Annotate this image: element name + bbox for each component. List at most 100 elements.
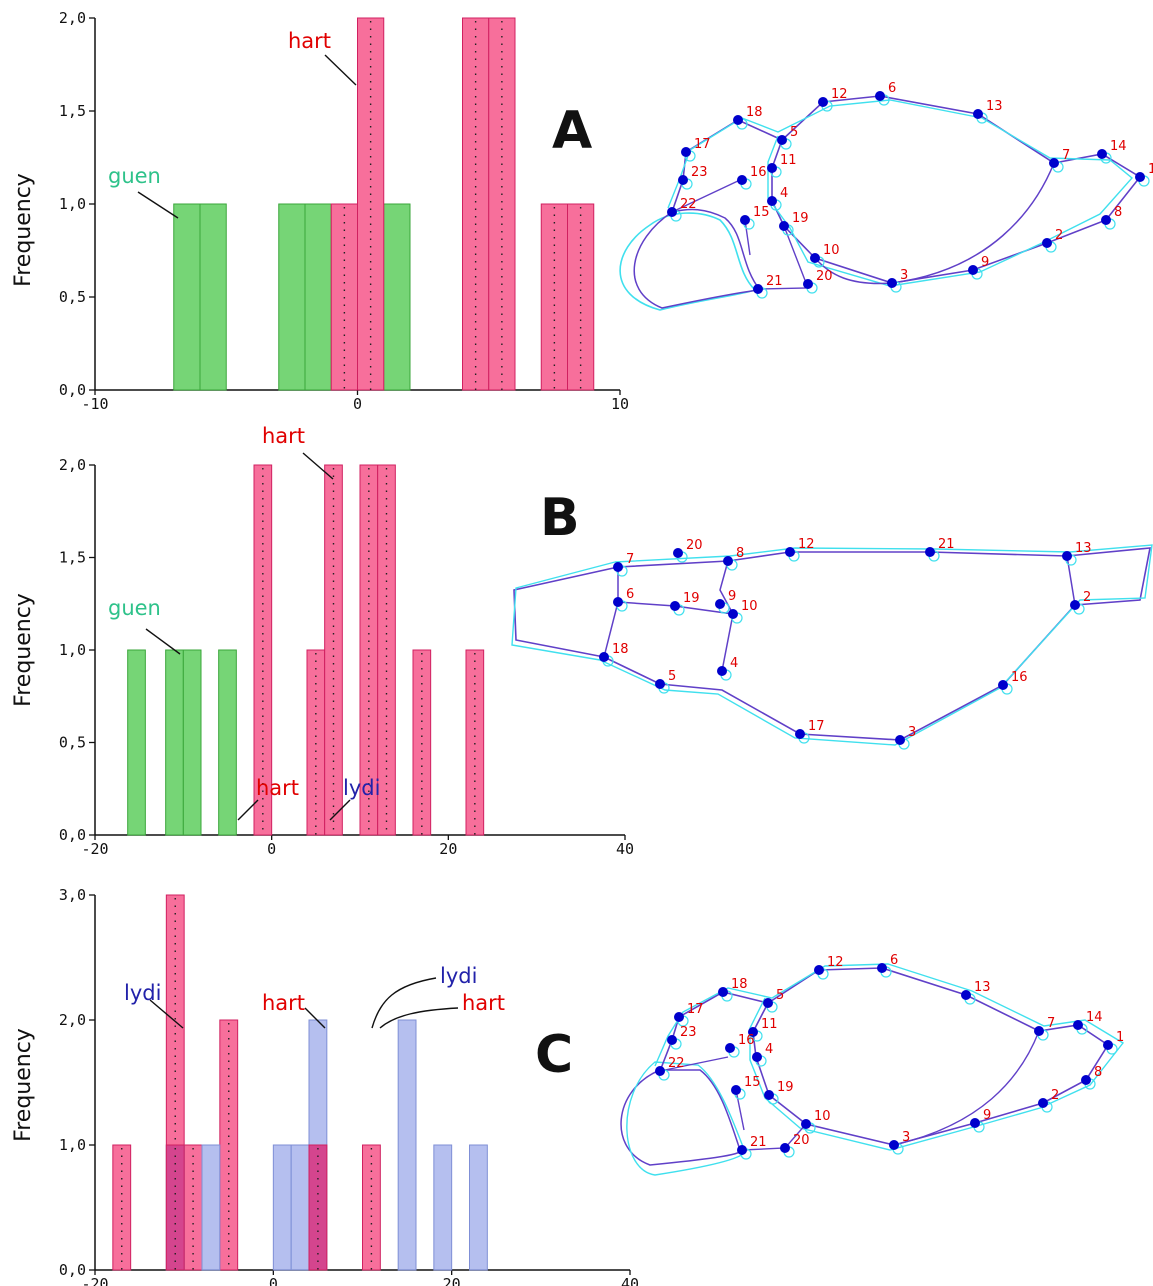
landmark-label: 3: [908, 725, 916, 740]
y-tick-label: 3,0: [59, 886, 86, 904]
landmark-marker: [764, 1090, 774, 1100]
landmark-marker: [895, 735, 905, 745]
landmark-marker: [599, 652, 609, 662]
landmark-label: 16: [738, 1033, 755, 1048]
panel-letter-a: A: [552, 101, 592, 161]
histogram-panel-a: 0,0 0,5 1,0 1,5 2,0 -10 0 10: [59, 9, 629, 413]
panel-letter-b: B: [540, 488, 580, 548]
landmark-label: 11: [780, 153, 797, 168]
landmark-label: 5: [790, 125, 798, 140]
landmark-marker: [968, 265, 978, 275]
landmark-label: 6: [626, 587, 634, 602]
bar-guen: [384, 204, 410, 390]
landmark-label: 8: [1114, 205, 1122, 220]
landmark-label: 2: [1083, 590, 1091, 605]
landmark-label: 2: [1051, 1088, 1059, 1103]
landmark-label: 16: [750, 165, 767, 180]
y-tick-label: 2,0: [59, 1011, 86, 1029]
landmarks-b: 234567 891012 131617181920 21: [599, 537, 1092, 749]
landmark-marker: [718, 987, 728, 997]
x-tick-label: 0: [353, 395, 362, 413]
landmark-marker: [613, 562, 623, 572]
landmarks-c: 1234567891011121314151617181920212223: [655, 953, 1124, 1159]
landmark-label: 9: [981, 255, 989, 270]
landmark-marker: [740, 215, 750, 225]
landmark-label: 20: [686, 538, 703, 553]
y-axis-label-b: Frequency: [11, 593, 36, 707]
landmark-marker: [733, 115, 743, 125]
landmark-label: 12: [827, 955, 844, 970]
landmark-label: 21: [750, 1135, 767, 1150]
landmark-marker: [728, 609, 738, 619]
annotation-leader: [138, 192, 178, 218]
x-tick-label: 40: [616, 840, 634, 858]
annotation-hart: hart: [288, 29, 331, 53]
landmark-label: 2: [1055, 228, 1063, 243]
landmark-label: 11: [761, 1017, 778, 1032]
landmark-label: 13: [974, 980, 991, 995]
landmark-label: 5: [776, 988, 784, 1003]
landmark-marker: [1097, 149, 1107, 159]
skull-shape-diagram-a: [620, 96, 1140, 310]
landmark-marker: [763, 998, 773, 1008]
bar-guen: [219, 650, 237, 835]
landmark-label: 17: [808, 719, 825, 734]
landmark-marker: [673, 548, 683, 558]
landmark-marker: [655, 679, 665, 689]
annotation-guen: guen: [108, 164, 161, 188]
annotation-guen: guen: [108, 596, 161, 620]
landmark-marker: [810, 253, 820, 263]
landmark-label: 14: [1086, 1010, 1103, 1025]
landmark-marker: [725, 1043, 735, 1053]
landmark-marker: [1034, 1026, 1044, 1036]
landmark-marker: [681, 147, 691, 157]
bar-hart: [220, 1020, 238, 1270]
landmark-marker: [875, 91, 885, 101]
x-tick-label: 10: [611, 395, 629, 413]
landmark-marker: [1073, 1020, 1083, 1030]
landmark-label: 13: [1075, 541, 1092, 556]
x-tick-label: 40: [621, 1275, 639, 1286]
landmark-label: 4: [730, 656, 738, 671]
y-tick-label: 1,5: [59, 549, 86, 567]
landmark-marker: [667, 207, 677, 217]
landmark-marker: [731, 1085, 741, 1095]
landmark-label: 20: [793, 1133, 810, 1148]
bar-guen: [200, 204, 226, 390]
landmark-label: 15: [744, 1075, 761, 1090]
annotation-lydi: lydi: [124, 981, 161, 1005]
landmark-label: 22: [680, 197, 697, 212]
landmark-marker: [803, 279, 813, 289]
annotation-lydi: lydi: [440, 964, 477, 988]
landmark-label: 18: [746, 105, 763, 120]
y-tick-label: 2,0: [59, 9, 86, 27]
landmark-label: 7: [1047, 1016, 1055, 1031]
landmark-marker: [998, 680, 1008, 690]
landmark-label: 4: [765, 1042, 773, 1057]
y-tick-label: 1,0: [59, 641, 86, 659]
panel-letter-c: C: [535, 1025, 573, 1085]
histogram-panel-c: 0,0 1,0 2,0 3,0 -20 0 20 40: [59, 886, 639, 1286]
landmark-label: 20: [816, 269, 833, 284]
landmark-label: 23: [680, 1025, 697, 1040]
y-axis-label-c: Frequency: [11, 1028, 36, 1142]
landmark-label: 12: [831, 87, 848, 102]
landmark-marker: [1103, 1040, 1113, 1050]
landmark-marker: [814, 965, 824, 975]
landmark-marker: [1049, 158, 1059, 168]
landmark-label: 6: [888, 81, 896, 96]
landmark-marker: [752, 1052, 762, 1062]
landmark-marker: [961, 990, 971, 1000]
landmark-label: 22: [668, 1056, 685, 1071]
landmark-label: 16: [1011, 670, 1028, 685]
landmark-marker: [818, 97, 828, 107]
annotation-hart: hart: [262, 424, 305, 448]
x-tick-label: 20: [439, 840, 457, 858]
y-tick-label: 1,0: [59, 195, 86, 213]
landmark-label: 13: [986, 99, 1003, 114]
landmark-marker: [1042, 238, 1052, 248]
landmark-marker: [1081, 1075, 1091, 1085]
landmark-label: 3: [900, 268, 908, 283]
bar-lydi: [470, 1145, 488, 1270]
